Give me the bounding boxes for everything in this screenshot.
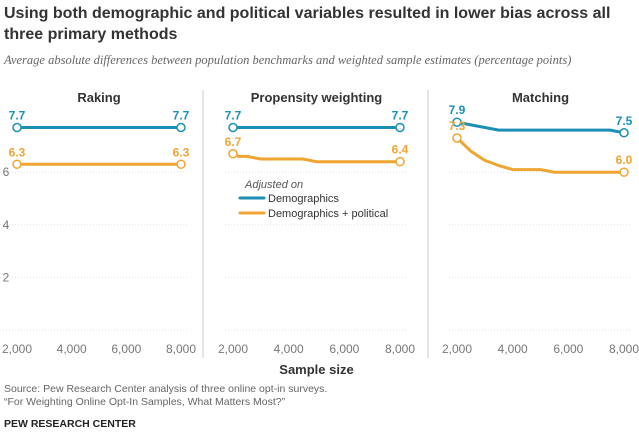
end-point-marker [395, 156, 405, 167]
chart-title: Using both demographic and political var… [4, 5, 611, 43]
source-note: Source: Pew Research Center analysis of … [4, 383, 634, 409]
source-line-1: Source: Pew Research Center analysis of … [4, 383, 328, 395]
end-data-label: 6.3 [173, 145, 190, 159]
end-data-label: 6.4 [392, 143, 409, 157]
legend-title: Adjusted on [244, 179, 303, 191]
x-tick-label: 4,000 [498, 342, 528, 356]
x-tick-label: 6,000 [553, 342, 583, 356]
series-line-demographics-political [455, 136, 626, 174]
end-point-marker [176, 122, 186, 133]
chart-area: Raking 2,000 4,000 6,000 8,000 7.7 7.7 6.3 6.3 Pr… [0, 90, 639, 377]
x-tick-label: 4,000 [274, 342, 304, 356]
y-tick-label: 6 [3, 165, 10, 179]
x-tick-label: 2,000 [442, 342, 472, 356]
start-point-marker [12, 122, 22, 133]
x-tick-label: 2,000 [218, 342, 248, 356]
x-tick-label: 4,000 [57, 342, 87, 356]
end-point-marker [619, 128, 629, 138]
start-point-marker [452, 117, 462, 127]
start-data-label: 6.7 [225, 135, 242, 149]
start-data-label: 7.9 [449, 103, 466, 117]
end-point-marker [395, 122, 405, 133]
end-point-marker [176, 159, 186, 170]
start-data-label: 7.7 [9, 108, 26, 122]
end-data-label: 6.0 [616, 153, 633, 167]
source-line-2: “For Weighting Online Opt-In Samples, Wh… [4, 396, 286, 408]
end-data-label: 7.7 [392, 108, 409, 122]
series-line-demographics [455, 120, 626, 135]
y-tick-label: 2 [3, 270, 10, 284]
end-data-label: 7.7 [173, 108, 190, 122]
panel-title: Matching [512, 90, 569, 105]
start-data-label: 6.3 [9, 145, 26, 159]
legend-label: Demographics [268, 193, 339, 205]
x-tick-label: 6,000 [329, 342, 359, 356]
start-point-marker [452, 133, 462, 143]
start-point-marker [12, 159, 22, 170]
x-tick-label: 8,000 [166, 342, 196, 356]
panel-title: Propensity weighting [251, 90, 383, 105]
start-data-label: 7.3 [449, 119, 466, 133]
chart-subtitle: Average absolute differences between pop… [4, 53, 572, 67]
x-tick-label: 8,000 [609, 342, 639, 356]
series-line-demographics-political [231, 152, 402, 164]
end-point-marker [619, 167, 629, 177]
x-axis-title: Sample size [279, 362, 353, 377]
x-tick-label: 8,000 [385, 342, 415, 356]
start-point-marker [228, 149, 238, 159]
brand-label: PEW RESEARCH CENTER [4, 418, 136, 430]
panel-title: Raking [77, 90, 120, 105]
x-tick-label: 6,000 [111, 342, 141, 356]
x-tick-label: 2,000 [2, 342, 32, 356]
start-data-label: 7.7 [225, 108, 242, 122]
end-data-label: 7.5 [616, 114, 633, 128]
legend-label: Demographics + political [268, 208, 388, 220]
y-tick-label: 4 [3, 218, 10, 232]
start-point-marker [228, 122, 238, 133]
